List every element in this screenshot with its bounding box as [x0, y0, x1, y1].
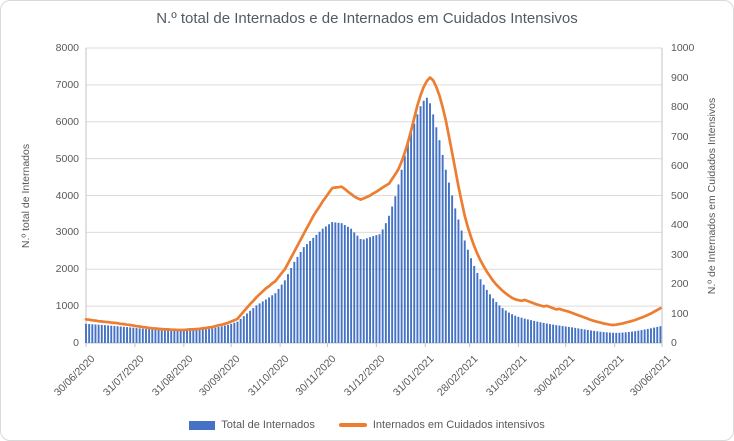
bar-series-swatch-icon	[189, 420, 216, 430]
y-axis-tick-label: 1000	[671, 42, 695, 54]
chart-title: N.º total de Internados e de Internados …	[156, 10, 578, 27]
y-axis-tick-label: 800	[671, 101, 689, 113]
y-axis-tick-label: 100	[671, 307, 689, 320]
y-axis-tick-label: 900	[671, 71, 689, 84]
y-axis-tick-label: 1000	[55, 300, 79, 313]
y-axis-tick-label: 4000	[55, 189, 79, 202]
y-axis-tick-label: 5000	[55, 152, 79, 165]
y-axis-tick-label: 6000	[55, 115, 79, 128]
legend-item-cuidados-intensivos: Internados em Cuidados intensivos	[338, 419, 545, 431]
y-axis-tick-label: 8000	[55, 42, 79, 54]
legend-label-total-internados: Total de Internados	[221, 419, 315, 431]
y-axis-tick-label: 3000	[55, 226, 79, 239]
legend-item-total-internados: Total de Internados	[189, 419, 315, 431]
y-axis-tick-label: 300	[671, 248, 689, 261]
y-axis-tick-label: 2000	[55, 263, 79, 276]
y-axis-tick-label: 7000	[55, 78, 79, 91]
y-axis-tick-label: 500	[671, 189, 689, 202]
y-axis-tick-label: 700	[671, 130, 689, 143]
y-axis-tick-label: 0	[671, 337, 677, 349]
legend-label-cuidados-intensivos: Internados em Cuidados intensivos	[372, 419, 545, 431]
y-axis-tick-label: 600	[671, 160, 689, 172]
legend: Total de Internados Internados em Cuidad…	[1, 419, 733, 431]
line-series-swatch-icon	[338, 423, 367, 427]
y-axis-tick-label: 200	[671, 278, 689, 290]
y-axis-tick-label: 0	[73, 337, 79, 349]
y-axis-tick-label: 400	[671, 219, 689, 231]
